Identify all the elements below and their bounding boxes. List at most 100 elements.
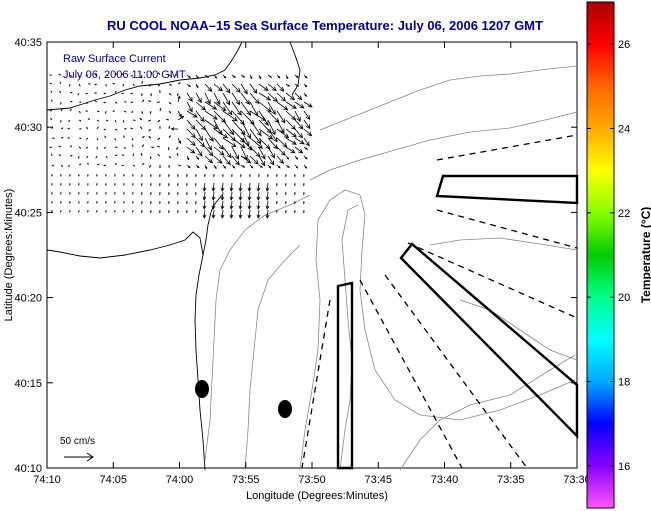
current-vector bbox=[114, 173, 116, 177]
current-vector bbox=[240, 137, 253, 151]
current-vector bbox=[130, 74, 134, 77]
current-vector bbox=[105, 173, 107, 177]
x-tick-label: 73:40 bbox=[431, 474, 459, 486]
current-vector bbox=[186, 83, 191, 88]
current-vector bbox=[105, 83, 107, 87]
current-vector bbox=[249, 119, 262, 137]
current-vector bbox=[222, 74, 227, 79]
current-vector bbox=[195, 83, 199, 89]
current-vectors bbox=[49, 71, 313, 219]
current-vector bbox=[140, 126, 143, 130]
current-vector bbox=[258, 128, 274, 140]
current-vector bbox=[114, 137, 116, 141]
current-vector bbox=[303, 119, 311, 130]
current-vector bbox=[149, 164, 152, 168]
current-vector bbox=[103, 101, 107, 104]
current-vector bbox=[156, 101, 161, 104]
current-vector bbox=[176, 146, 179, 150]
current-vector bbox=[176, 92, 179, 97]
current-vector bbox=[213, 173, 215, 178]
current-vector bbox=[247, 209, 252, 219]
map-frame bbox=[46, 41, 578, 469]
current-vector bbox=[150, 191, 152, 196]
current-vector bbox=[303, 155, 308, 160]
current-vector bbox=[267, 164, 272, 169]
current-vector bbox=[69, 108, 72, 112]
current-vector bbox=[130, 127, 134, 130]
current-vector bbox=[204, 83, 213, 92]
current-vector bbox=[78, 137, 82, 140]
current-vector bbox=[186, 110, 198, 118]
current-vector bbox=[276, 164, 281, 169]
current-vector bbox=[294, 182, 296, 187]
beam-outlines bbox=[336, 174, 579, 470]
current-vector bbox=[177, 173, 179, 178]
current-vector bbox=[114, 72, 118, 76]
current-vector bbox=[231, 173, 233, 178]
current-vector bbox=[168, 92, 172, 96]
current-vector bbox=[150, 146, 155, 149]
current-vector bbox=[231, 74, 236, 78]
current-vector bbox=[294, 155, 299, 160]
current-vector bbox=[276, 146, 286, 156]
current-vector bbox=[294, 173, 296, 178]
current-vector bbox=[247, 191, 252, 201]
current-vector bbox=[211, 209, 216, 219]
current-vector bbox=[112, 82, 116, 85]
current-vector bbox=[294, 128, 304, 139]
current-vector bbox=[285, 191, 287, 196]
current-vector bbox=[59, 81, 62, 85]
current-vector bbox=[51, 173, 53, 177]
current-vector bbox=[294, 110, 301, 123]
colorbar-tick-label: 22 bbox=[618, 208, 630, 220]
current-vector bbox=[69, 83, 71, 87]
current-vector bbox=[204, 128, 214, 142]
current-vector bbox=[303, 146, 309, 150]
current-vector bbox=[149, 110, 152, 115]
current-vector bbox=[249, 128, 262, 145]
current-vector bbox=[49, 82, 53, 85]
current-vector bbox=[231, 137, 246, 149]
current-vector bbox=[231, 83, 241, 93]
current-vector bbox=[177, 95, 181, 103]
current-vector bbox=[123, 173, 125, 177]
station-marker-1 bbox=[195, 380, 209, 398]
current-vector bbox=[85, 74, 89, 77]
current-vector bbox=[159, 89, 161, 94]
current-vector bbox=[132, 144, 134, 148]
current-vector bbox=[158, 72, 161, 76]
current-vector bbox=[60, 164, 63, 168]
current-vector bbox=[130, 101, 134, 104]
current-vector bbox=[123, 135, 125, 139]
current-vector bbox=[168, 125, 171, 130]
current-vector bbox=[150, 200, 152, 205]
current-vector bbox=[78, 191, 80, 195]
map-title: RU COOL NOAA–15 Sea Surface Temperature:… bbox=[107, 18, 543, 33]
current-vector bbox=[195, 74, 199, 79]
current-vector bbox=[213, 74, 218, 79]
current-vector bbox=[58, 154, 62, 157]
current-vector bbox=[303, 101, 313, 108]
current-vector bbox=[240, 74, 246, 78]
current-vector bbox=[159, 125, 161, 129]
current-vector bbox=[94, 83, 98, 86]
current-vector bbox=[240, 101, 252, 116]
current-vector bbox=[285, 101, 297, 109]
current-vector bbox=[276, 173, 278, 178]
current-vector bbox=[276, 119, 285, 134]
current-vector bbox=[276, 83, 285, 92]
current-vector bbox=[170, 127, 179, 131]
current-vector bbox=[114, 128, 118, 131]
current-vector bbox=[122, 119, 125, 123]
current-vector bbox=[276, 155, 284, 165]
current-vector bbox=[150, 173, 152, 178]
current-vector bbox=[294, 164, 299, 169]
current-vector bbox=[157, 83, 161, 87]
current-vector bbox=[204, 74, 209, 78]
current-vector bbox=[105, 155, 108, 159]
current-vector bbox=[186, 200, 188, 205]
current-vector bbox=[141, 162, 145, 166]
current-vector bbox=[222, 119, 235, 136]
current-vector bbox=[213, 137, 224, 150]
scale-arrow bbox=[64, 452, 94, 462]
